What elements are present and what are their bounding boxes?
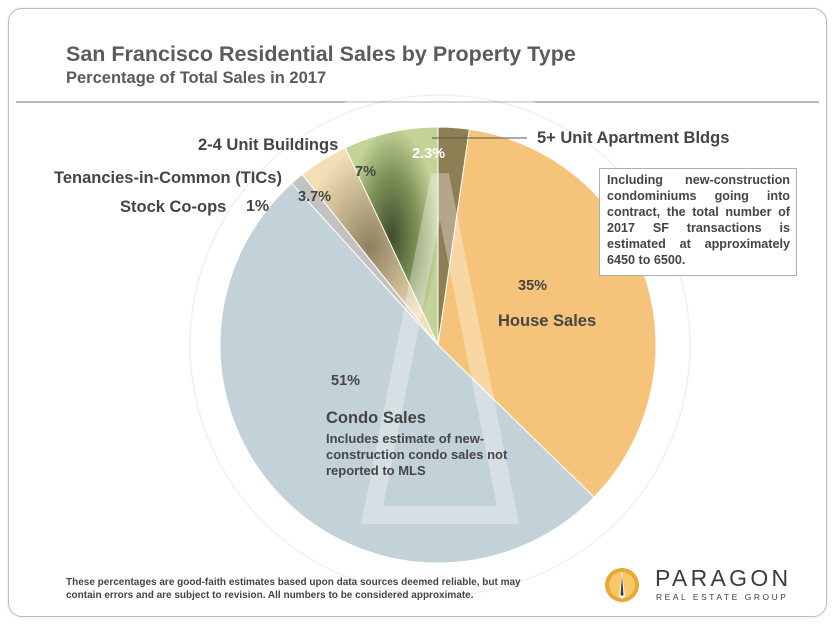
label-condo-sales: Condo Sales bbox=[326, 409, 426, 427]
title-divider bbox=[16, 101, 819, 103]
pct-house-sales: 35% bbox=[518, 278, 548, 294]
pct-apartment-bldgs: 2.3% bbox=[412, 146, 446, 162]
pie-slice-condo-sales bbox=[219, 182, 595, 564]
transactions-note: Including new-construction condominiums … bbox=[599, 168, 797, 276]
watermark-ring bbox=[179, 84, 701, 606]
logo-tagline: REAL ESTATE GROUP bbox=[656, 592, 789, 602]
pct-2-4-unit: 7% bbox=[355, 164, 376, 180]
label-stock-coops: Stock Co-ops bbox=[120, 198, 227, 216]
chart-title: San Francisco Residential Sales by Prope… bbox=[66, 42, 576, 66]
paragon-logo-icon bbox=[605, 568, 639, 602]
condo-annotation: Includes estimate of new-construction co… bbox=[326, 431, 508, 478]
label-tics: Tenancies-in-Common (TICs) bbox=[54, 169, 282, 187]
disclaimer-footer: These percentages are good-faith estimat… bbox=[66, 577, 521, 601]
pct-condo-sales: 51% bbox=[331, 373, 361, 389]
chart-subtitle: Percentage of Total Sales in 2017 bbox=[66, 69, 327, 87]
label-apartment-bldgs: 5+ Unit Apartment Bldgs bbox=[537, 129, 730, 147]
pie-slice-2-4-unit-buildings bbox=[344, 126, 439, 346]
pct-tics: 3.7% bbox=[298, 189, 332, 205]
pct-stock-coops: 1% bbox=[246, 198, 270, 215]
logo-wordmark: PARAGON bbox=[655, 565, 792, 591]
label-house-sales: House Sales bbox=[498, 312, 597, 330]
label-2-4-unit: 2-4 Unit Buildings bbox=[198, 136, 339, 154]
